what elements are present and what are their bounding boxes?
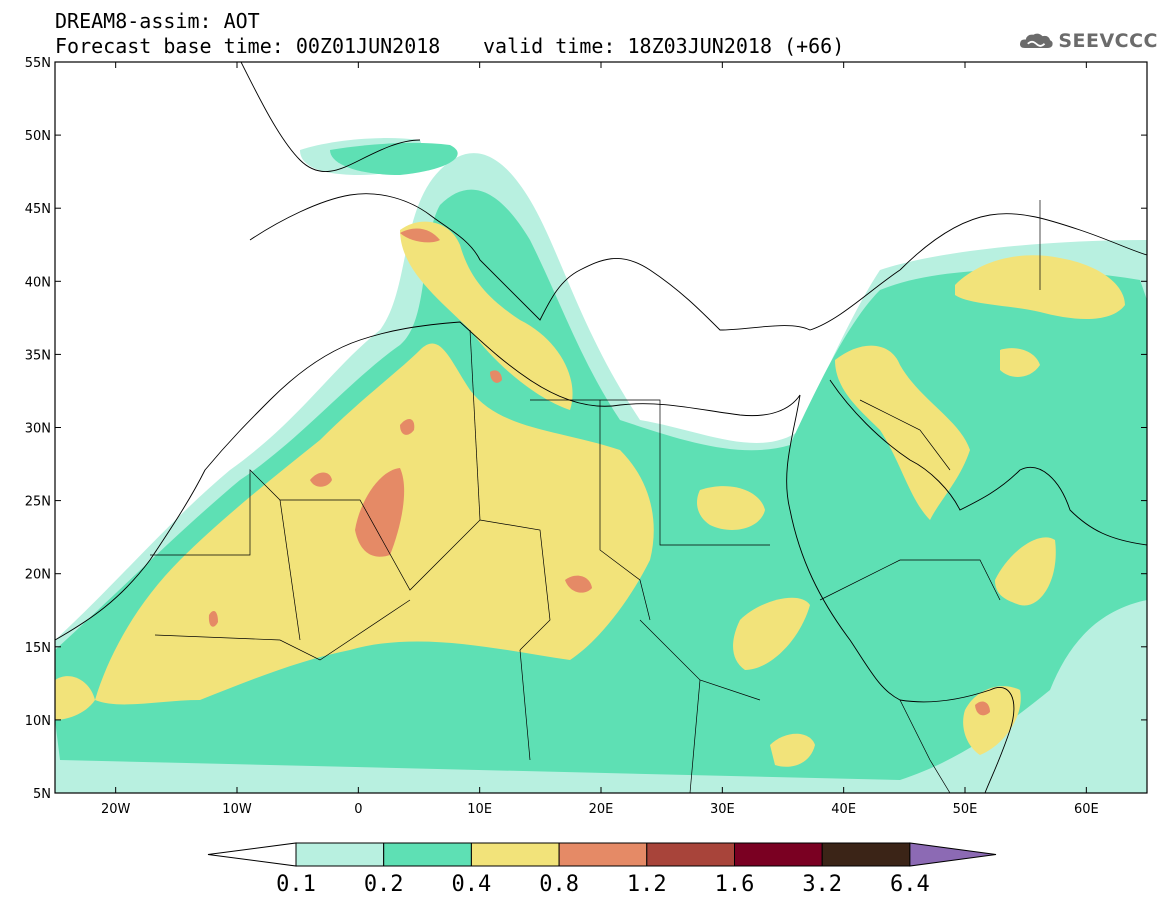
aot-contour-field xyxy=(55,62,1147,793)
lat-label: 40N xyxy=(25,275,51,290)
colorbar-label: 0.1 xyxy=(276,872,316,897)
coastlines xyxy=(55,62,1147,793)
valid-time: valid time: 18Z03JUN2018 (+66) xyxy=(483,34,845,58)
cloud-icon xyxy=(1020,33,1053,48)
lon-label: 40E xyxy=(831,802,856,817)
colorbar-label: 0.8 xyxy=(539,872,579,897)
colorbar-segment xyxy=(734,842,823,867)
lon-label: 20E xyxy=(589,802,614,817)
lat-label: 5N xyxy=(33,787,51,802)
colorbar-label: 1.2 xyxy=(627,872,667,897)
lat-label: 45N xyxy=(25,202,51,217)
lon-label: 30E xyxy=(710,802,735,817)
latitude-axis: 55N 50N 45N 40N 35N 30N 25N 20N 15N 10N 5N xyxy=(25,56,1147,802)
lat-label: 55N xyxy=(25,56,51,71)
colorbar-segment xyxy=(558,842,648,867)
lon-label: 20W xyxy=(101,802,131,817)
lat-label: 35N xyxy=(25,348,51,363)
lon-label: 10W xyxy=(222,802,252,817)
colorbar-label: 6.4 xyxy=(890,872,930,897)
colorbar: 0.1 0.2 0.4 0.8 1.2 1.6 3.2 6.4 xyxy=(207,842,997,897)
forecast-base-time: Forecast base time: 00Z01JUN2018 xyxy=(55,34,441,58)
colorbar-segment xyxy=(821,842,911,867)
lon-label: 10E xyxy=(467,802,492,817)
lat-label: 20N xyxy=(25,568,51,583)
colorbar-label: 0.2 xyxy=(364,872,404,897)
colorbar-segment xyxy=(383,842,472,867)
colorbar-segment xyxy=(295,842,385,867)
colorbar-label: 0.4 xyxy=(452,872,492,897)
lat-label: 10N xyxy=(25,714,51,729)
lon-label: 0 xyxy=(354,802,362,817)
colorbar-segment xyxy=(470,842,560,867)
lat-label: 25N xyxy=(25,495,51,510)
map-title: DREAM8-assim: AOT xyxy=(55,9,260,33)
colorbar-label: 3.2 xyxy=(802,872,842,897)
longitude-axis: 20W 10W 0 10E 20E 30E 40E 50E 60E xyxy=(101,62,1099,817)
colorbar-segment xyxy=(646,842,735,867)
lon-label: 60E xyxy=(1074,802,1099,817)
lat-label: 30N xyxy=(25,422,51,437)
colorbar-low-arrow xyxy=(207,842,297,867)
seevccc-logo: SEEVCCC xyxy=(1018,24,1158,58)
colorbar-label: 1.6 xyxy=(715,872,755,897)
logo-text: SEEVCCC xyxy=(1058,30,1158,52)
colorbar-high-arrow xyxy=(909,842,997,867)
lat-label: 50N xyxy=(25,129,51,144)
lon-label: 50E xyxy=(953,802,978,817)
lat-label: 15N xyxy=(25,641,51,656)
country-borders xyxy=(150,200,1041,793)
